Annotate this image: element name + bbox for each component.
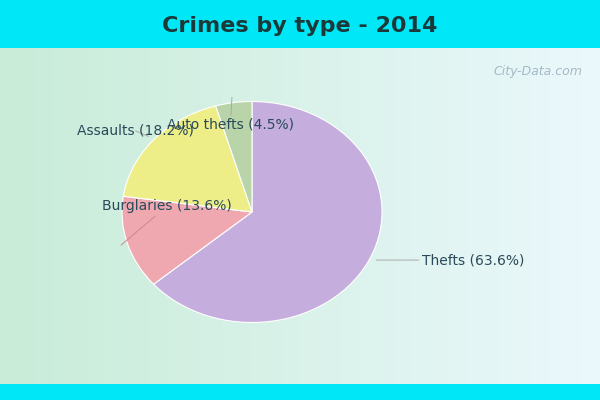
- Text: Thefts (63.6%): Thefts (63.6%): [376, 253, 524, 267]
- Text: Crimes by type - 2014: Crimes by type - 2014: [163, 16, 437, 36]
- Wedge shape: [215, 102, 252, 212]
- Text: Burglaries (13.6%): Burglaries (13.6%): [101, 199, 232, 245]
- Wedge shape: [154, 102, 382, 322]
- Wedge shape: [122, 196, 252, 284]
- Text: Auto thefts (4.5%): Auto thefts (4.5%): [167, 97, 294, 132]
- Text: City-Data.com: City-Data.com: [493, 65, 582, 78]
- Text: Assaults (18.2%): Assaults (18.2%): [77, 124, 194, 138]
- Wedge shape: [124, 106, 252, 212]
